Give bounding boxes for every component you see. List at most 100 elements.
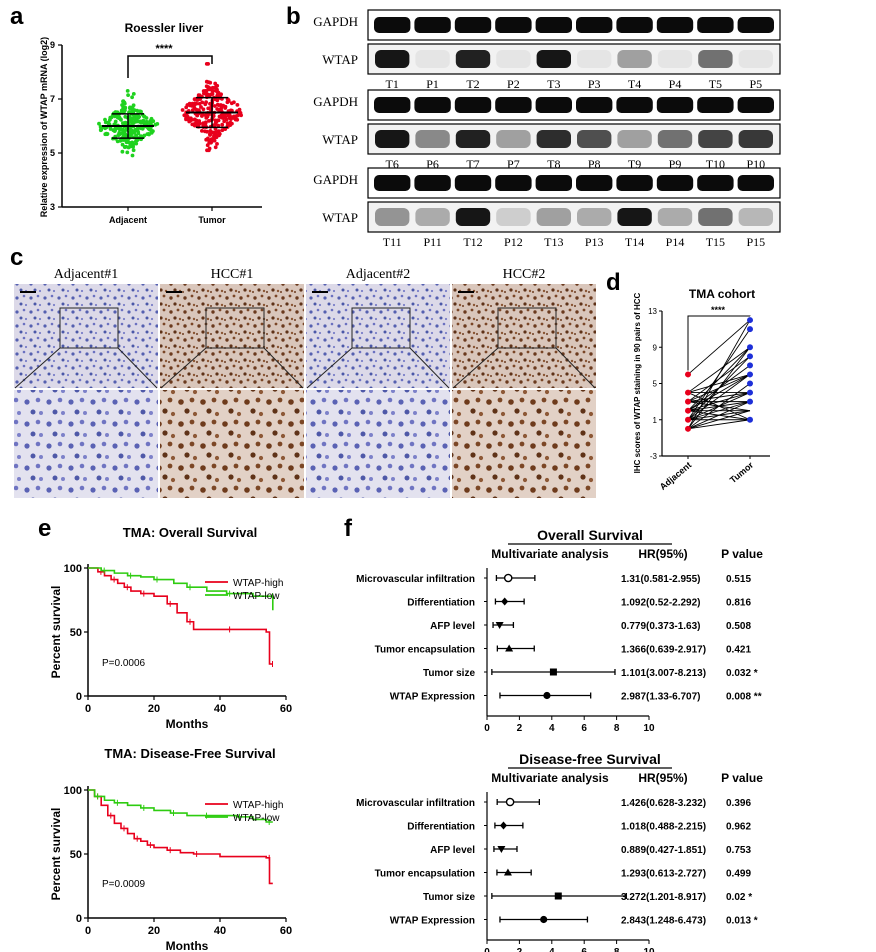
forest-row-label: Differentiation [407, 822, 475, 833]
panel-d-pair-line [687, 374, 751, 393]
forest-p-value: 0.008 ** [726, 692, 762, 703]
blot-gapdh-band [616, 17, 653, 33]
panel-a-dot [131, 103, 136, 108]
panel-a-ylabel: Relative expression of WTAP mRNA (log2) [39, 37, 49, 217]
ihc-inset-line [555, 347, 596, 389]
survival-xtick-label: 20 [148, 925, 160, 937]
forest-row-label: WTAP Expression [390, 692, 475, 703]
forest-xtick-label: 2 [517, 723, 523, 734]
forest-p-value: 0.02 * [726, 892, 752, 903]
survival-xlabel: Months [166, 717, 209, 731]
panel-label-d: d [606, 269, 621, 296]
panel-a-dot [116, 133, 121, 138]
panel-a-dot [210, 92, 215, 96]
forest-header-analysis: Multivariate analysis [491, 771, 609, 785]
panel-a-dot [153, 122, 158, 127]
panel-e-dfs-pvalue: P=0.0009 [102, 879, 146, 890]
panel-a-dot [142, 133, 147, 138]
blot-wtap-band [698, 50, 733, 68]
survival-ytick-label: 50 [70, 849, 82, 861]
ihc-inset-box [351, 307, 411, 349]
panel-a-xtick-label: Adjacent [109, 215, 147, 225]
panel-a-dot [214, 84, 219, 89]
panel-e-os-title: TMA: Overall Survival [123, 525, 257, 540]
panel-a-dot [149, 116, 154, 121]
forest-marker [497, 846, 506, 853]
blot-gapdh-label: GAPDH [313, 172, 358, 187]
panel-d-pair-line [687, 365, 751, 412]
forest-p-value: 0.753 [726, 845, 751, 856]
blot-gapdh-band [616, 97, 653, 113]
panel-d-adjacent-dot [685, 407, 691, 414]
blot-gapdh-band [374, 175, 411, 191]
panel-a-dot [120, 103, 124, 107]
survival-ytick-label: 100 [64, 785, 82, 797]
panel-d-title: TMA cohort [689, 287, 755, 301]
panel-a-dot [112, 114, 117, 119]
panel-a-dot [126, 93, 130, 97]
panel-a-dot [213, 145, 218, 150]
survival-legend-label: WTAP-high [233, 578, 283, 589]
blot-gapdh-band [535, 97, 572, 113]
panel-a-dot [105, 132, 110, 136]
panel-a-dot [186, 117, 190, 122]
panel-d-xtick-label: Adjacent [658, 460, 694, 492]
panel-a-dot [200, 129, 204, 133]
forest-xtick-label: 8 [614, 947, 620, 952]
forest-hr-value: 1.426(0.628-3.232) [621, 798, 706, 809]
forest-marker [495, 622, 504, 629]
panel-a-dot [215, 98, 220, 103]
panel-a-dot [201, 107, 206, 112]
blot-lane-label: P12 [504, 235, 523, 249]
forest-hr-value: 1.092(0.52-2.292) [621, 598, 701, 609]
blot-gapdh-band [656, 97, 694, 113]
panel-a-dot [187, 101, 192, 106]
blot-gapdh-band [535, 17, 572, 33]
forest-marker [503, 868, 512, 876]
ihc-inset-line [14, 347, 61, 389]
panel-d-pair-line [687, 355, 751, 402]
blot-lane-label: P13 [585, 235, 604, 249]
panel-a-dot [238, 112, 243, 117]
ihc-column-label: Adjacent#2 [346, 267, 411, 282]
blot-lane-label: T11 [383, 235, 402, 249]
survival-ytick-label: 100 [64, 563, 82, 575]
forest-xtick-label: 4 [549, 947, 555, 952]
blot-lane-label: T2 [466, 77, 479, 91]
forest-xtick-label: 0 [484, 723, 490, 734]
ihc-image-low-mag [306, 284, 450, 388]
blot-wtap-band [496, 208, 531, 226]
forest-xtick-label: 10 [643, 947, 655, 952]
blot-wtap-band [375, 130, 410, 148]
forest-p-value: 0.515 [726, 574, 751, 585]
survival-xtick-label: 60 [280, 703, 292, 715]
panel-a-dot [121, 121, 125, 126]
ihc-column-label: HCC#1 [211, 267, 254, 282]
panel-a-dot [200, 112, 205, 117]
panel-a-dot [204, 137, 209, 142]
blot-gapdh-label: GAPDH [313, 94, 358, 109]
blot-gapdh-band [495, 175, 532, 191]
panel-d-tumor-dot [747, 326, 753, 333]
blot-gapdh-band [697, 17, 734, 33]
forest-row-label: Tumor size [423, 892, 475, 903]
forest-xtick-label: 2 [517, 947, 523, 952]
blot-wtap-band [455, 50, 491, 68]
forest-p-value: 0.013 * [726, 916, 758, 927]
blot-wtap-band [657, 50, 693, 68]
blot-gapdh-band [697, 175, 734, 191]
blot-lane-label: T4 [628, 77, 641, 91]
panel-a-dot [211, 137, 216, 142]
panel-a-dot [132, 108, 137, 112]
forest-p-value: 0.499 [726, 869, 751, 880]
ihc-image-high-mag [160, 390, 304, 498]
ihc-inset-line [160, 347, 207, 389]
forest-xtick-label: 10 [643, 723, 655, 734]
panel-a-ytick-label: 5 [50, 148, 55, 158]
blot-wtap-band [536, 130, 571, 148]
panel-a-dot [139, 126, 143, 131]
panel-d-pair-line [687, 346, 751, 393]
ihc-image-high-mag [452, 390, 596, 498]
panel-f-forest: Overall Survival Multivariate analysis HR(… [356, 527, 763, 952]
blot-gapdh-band [495, 17, 532, 33]
